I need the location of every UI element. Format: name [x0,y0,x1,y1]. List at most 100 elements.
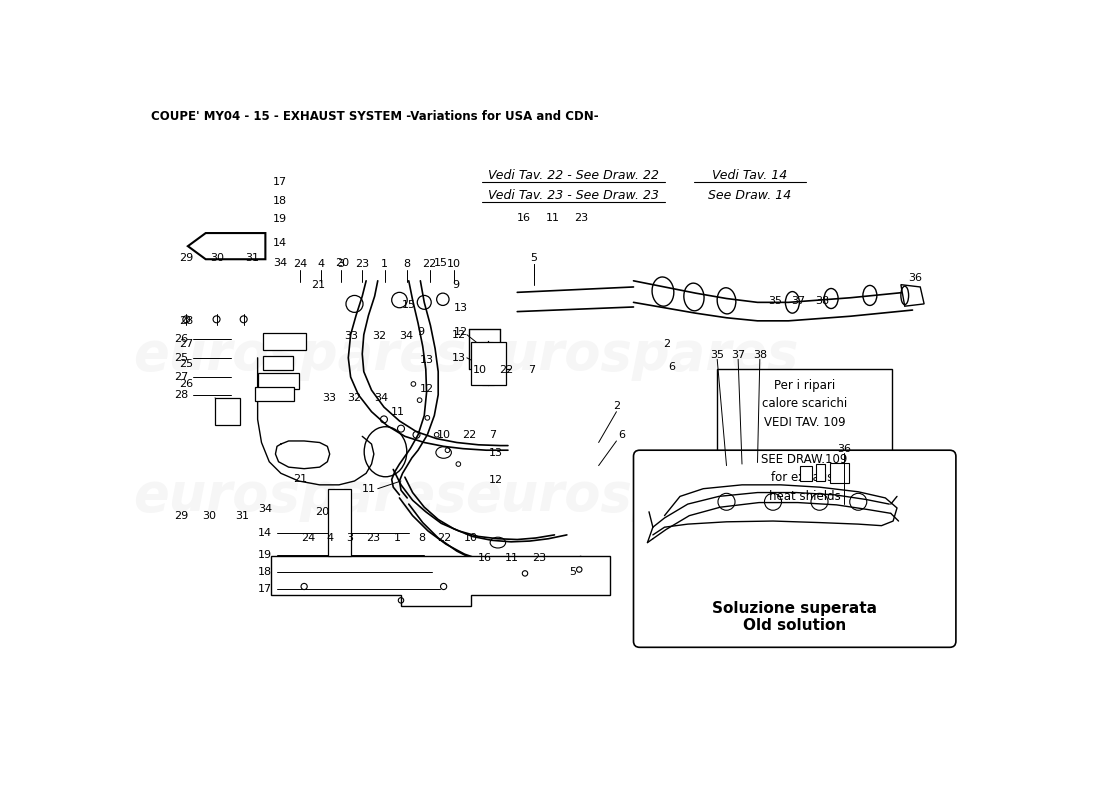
Text: 15: 15 [402,300,416,310]
Text: 36: 36 [837,444,851,454]
Text: 33: 33 [322,393,335,403]
Text: 1: 1 [382,259,388,269]
Text: 1: 1 [394,534,402,543]
Text: 15: 15 [434,258,448,268]
Text: COUPE' MY04 - 15 - EXHAUST SYSTEM -Variations for USA and CDN-: COUPE' MY04 - 15 - EXHAUST SYSTEM -Varia… [152,110,600,123]
Text: 34: 34 [258,505,273,514]
Text: 38: 38 [752,350,767,360]
Bar [815,464,825,481]
Text: Vedi Tav. 23 - See Draw. 23: Vedi Tav. 23 - See Draw. 23 [487,190,659,202]
Text: 23: 23 [574,213,587,223]
Text: Vedi Tav. 14: Vedi Tav. 14 [712,170,788,182]
Text: 27: 27 [175,372,189,382]
Polygon shape [188,233,265,259]
Text: 20: 20 [336,258,349,268]
Text: 14: 14 [273,238,287,248]
Text: 29: 29 [179,253,194,263]
Text: 5: 5 [569,566,575,577]
Text: 5: 5 [530,253,537,262]
Text: 13: 13 [419,355,433,365]
Text: 8: 8 [418,534,425,543]
Text: 34: 34 [273,258,287,268]
Text: 7: 7 [488,430,496,440]
Bar [471,342,506,385]
Text: 38: 38 [815,296,829,306]
Bar [263,356,293,370]
Bar [829,462,849,482]
Text: 2: 2 [613,402,620,411]
Text: 20: 20 [315,507,329,517]
Text: See Draw. 14: See Draw. 14 [708,190,791,202]
Text: 16: 16 [477,553,492,563]
Text: eurospares: eurospares [465,329,799,381]
Text: 14: 14 [258,528,273,538]
Text: Soluzione superata: Soluzione superata [712,601,877,616]
Bar [263,333,306,350]
Text: 25: 25 [175,353,189,363]
Text: 23: 23 [355,259,370,269]
Text: 34: 34 [374,393,388,403]
Text: 22: 22 [438,534,451,543]
Text: 11: 11 [390,407,405,417]
Bar [258,373,299,389]
Text: 12: 12 [453,327,468,337]
Text: 18: 18 [273,196,287,206]
Text: 4: 4 [318,259,324,269]
Text: 35: 35 [711,350,724,360]
Text: 27: 27 [179,339,194,350]
Text: 28: 28 [179,316,194,326]
Bar [717,370,892,504]
Text: 16: 16 [517,213,530,223]
Text: 31: 31 [245,253,260,263]
Bar [214,398,240,425]
Text: 3: 3 [337,259,344,269]
Text: 22: 22 [422,259,437,269]
Text: 32: 32 [348,393,362,403]
Text: 9: 9 [418,327,425,338]
Text: 26: 26 [175,334,189,344]
Text: 24: 24 [301,534,315,543]
Text: 12: 12 [488,475,503,486]
Text: 28: 28 [175,390,189,400]
Text: 12: 12 [452,330,466,340]
Bar [800,466,812,481]
Text: 36: 36 [908,274,922,283]
Text: 31: 31 [235,510,249,521]
Text: eurospares: eurospares [133,329,466,381]
Text: Vedi Tav. 22 - See Draw. 22: Vedi Tav. 22 - See Draw. 22 [487,170,659,182]
Bar [255,387,294,401]
Text: 6: 6 [618,430,626,440]
FancyBboxPatch shape [634,450,956,647]
Text: 13: 13 [453,303,468,313]
Text: 21: 21 [294,474,307,485]
Text: 9: 9 [452,280,459,290]
Text: 22: 22 [462,430,476,440]
Ellipse shape [440,583,447,590]
Text: 33: 33 [344,331,359,342]
Text: 10: 10 [464,534,477,543]
Bar [328,489,351,557]
Text: 6: 6 [669,362,675,372]
Text: 30: 30 [210,253,223,263]
Text: 32: 32 [372,331,386,342]
Text: 23: 23 [365,534,380,543]
Text: 10: 10 [447,259,461,269]
Text: 19: 19 [258,550,273,560]
Text: 21: 21 [311,280,326,290]
Text: 29: 29 [175,510,189,521]
Text: 4: 4 [327,534,333,543]
Text: 37: 37 [791,296,805,306]
Text: 24: 24 [293,259,307,269]
Text: 30: 30 [202,510,217,521]
Text: 10: 10 [437,430,451,440]
Text: 17: 17 [273,178,287,187]
Text: 37: 37 [732,350,745,360]
Text: Old solution: Old solution [744,618,846,633]
Text: 18: 18 [258,567,273,577]
Text: 11: 11 [505,553,519,563]
Text: 22: 22 [498,365,513,374]
Text: 34: 34 [399,331,414,342]
Text: 17: 17 [258,584,273,594]
Text: 13: 13 [452,353,466,363]
Text: 26: 26 [179,378,194,389]
